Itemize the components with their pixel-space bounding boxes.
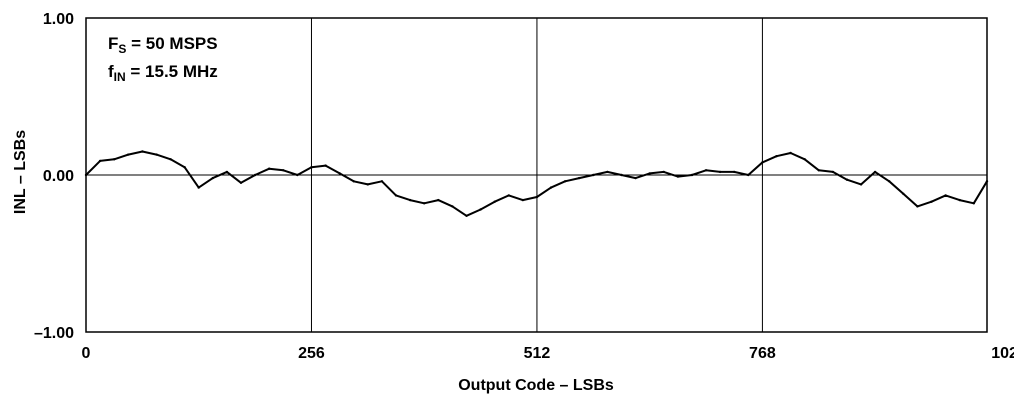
inl-data-point — [352, 180, 355, 183]
inl-data-point — [578, 176, 581, 180]
inl-data-point — [183, 166, 186, 169]
inl-data-point — [873, 170, 877, 174]
inl-data-point — [296, 173, 299, 177]
inl-data-point — [338, 172, 341, 175]
inl-data-point — [521, 198, 524, 202]
inl-data-point — [634, 176, 637, 180]
inl-data-point — [733, 170, 736, 174]
inl-data-point — [620, 173, 623, 177]
inl-data-point — [239, 181, 243, 184]
inl-data-point — [606, 170, 609, 174]
input-frequency-annotation: fIN = 15.5 MHz — [108, 62, 218, 84]
inl-data-point — [437, 198, 440, 202]
inl-data-point — [888, 180, 891, 183]
inl-data-point — [225, 170, 229, 174]
inl-data-point — [831, 170, 835, 174]
inl-data-point — [859, 183, 863, 186]
inl-data-point — [169, 158, 172, 161]
inl-data-point — [479, 208, 482, 211]
inl-data-point — [98, 159, 102, 163]
x-tick-label: 768 — [749, 345, 776, 362]
inl-data-point — [253, 173, 257, 177]
inl-data-point — [902, 192, 905, 195]
inl-data-point — [451, 205, 454, 208]
y-tick-labels: –1.00 0.00 1.00 — [34, 11, 74, 342]
inl-data-point — [535, 195, 539, 199]
inl-data-point — [408, 198, 412, 202]
x-axis-title: Output Code – LSBs — [458, 377, 614, 394]
inl-data-point — [549, 186, 553, 189]
inl-data-point — [380, 180, 384, 183]
inl-data-point — [690, 173, 694, 177]
inl-data-point — [366, 183, 369, 186]
inl-data-point — [718, 170, 722, 174]
x-tick-label: 256 — [298, 345, 325, 362]
y-tick-label: 1.00 — [43, 11, 74, 28]
inl-data-point — [676, 175, 680, 178]
inl-data-point — [563, 180, 567, 183]
inl-data-point — [113, 158, 116, 161]
inl-data-point — [803, 158, 806, 161]
inl-data-point — [465, 214, 468, 217]
inl-data-point — [775, 155, 778, 158]
inl-data-point — [394, 194, 398, 197]
inl-data-point — [141, 150, 144, 153]
x-tick-label: 512 — [524, 345, 551, 362]
inl-data-point — [310, 166, 313, 169]
inl-data-point — [817, 169, 820, 172]
x-tick-labels: 0 256 512 768 1023 — [82, 345, 1014, 362]
inl-data-point — [268, 167, 271, 170]
inl-data-point — [972, 202, 975, 205]
x-tick-label: 0 — [82, 345, 91, 362]
inl-data-point — [423, 202, 426, 205]
inl-data-point — [985, 180, 989, 183]
inl-data-point — [747, 173, 750, 177]
inl-data-point — [507, 194, 510, 197]
x-tick-label: 1023 — [991, 345, 1014, 362]
inl-data-point — [493, 200, 496, 203]
inl-data-point — [916, 205, 919, 208]
inl-data-point — [761, 161, 764, 164]
inl-data-point — [197, 186, 200, 189]
inl-data-point — [845, 178, 849, 181]
inl-data-point — [958, 198, 961, 202]
inl-data-point — [592, 173, 595, 177]
inl-data-point — [662, 170, 665, 174]
inl-data-point — [944, 194, 947, 197]
y-axis-title: INL – LSBs — [12, 130, 29, 214]
series-layer — [84, 150, 989, 217]
inl-data-point — [704, 169, 708, 172]
inl-data-point — [282, 169, 285, 172]
inl-data-point — [84, 173, 88, 177]
inl-data-point — [789, 151, 792, 155]
inl-data-point — [211, 176, 214, 180]
inl-data-point — [127, 153, 130, 156]
y-tick-label: 0.00 — [43, 168, 74, 185]
y-tick-label: –1.00 — [34, 325, 74, 342]
inl-data-point — [930, 200, 933, 203]
inl-data-point — [648, 172, 651, 175]
inl-data-point — [155, 153, 158, 156]
inl-data-point — [324, 164, 327, 167]
sampling-frequency-annotation: FS = 50 MSPS — [108, 34, 218, 56]
